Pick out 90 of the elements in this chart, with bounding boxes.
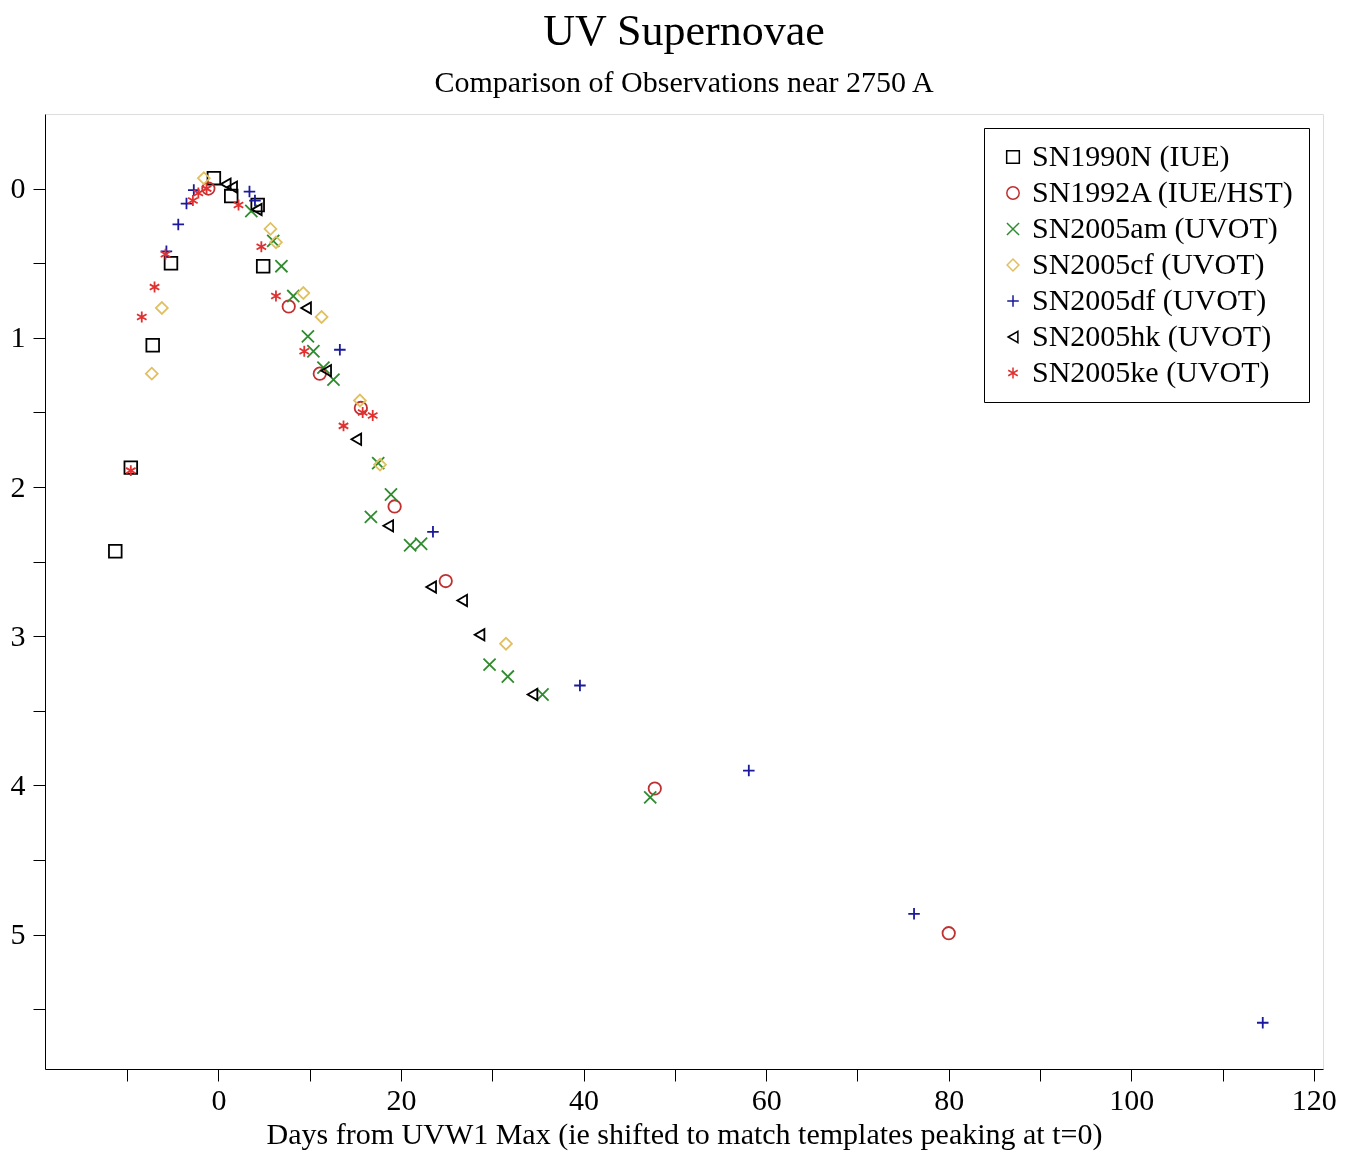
- point: [286, 289, 301, 303]
- point: [274, 259, 289, 274]
- legend-label: SN2005hk (UVOT): [1032, 319, 1272, 353]
- point: [384, 487, 398, 502]
- point: [263, 222, 278, 236]
- x-tick-label: 40: [569, 1082, 600, 1116]
- legend-label: SN2005df (UVOT): [1032, 283, 1267, 317]
- y-tick-label: 4: [10, 767, 26, 801]
- point: [499, 636, 513, 651]
- point: [250, 197, 265, 213]
- x-tick-label: 80: [934, 1082, 965, 1116]
- chart-subtitle: Comparison of Observations near 2750 A: [434, 65, 934, 98]
- point: [500, 669, 515, 684]
- point: [197, 171, 211, 185]
- point: [255, 240, 268, 254]
- point: [232, 198, 245, 212]
- point: [148, 280, 161, 294]
- y-tick-label: 5: [10, 917, 26, 951]
- point: [144, 366, 159, 381]
- point: [136, 310, 148, 324]
- point: [244, 204, 259, 218]
- x-tick-label: 100: [1109, 1082, 1155, 1116]
- point: [123, 460, 139, 475]
- point: [647, 781, 662, 796]
- y-tick-label: 2: [10, 469, 26, 503]
- point: [320, 364, 332, 378]
- chart-title: UV Supernovae: [543, 6, 825, 55]
- point: [357, 406, 369, 419]
- point: [643, 790, 658, 805]
- point: [296, 286, 311, 300]
- y-tick-label: 0: [10, 171, 26, 205]
- point: [226, 180, 238, 194]
- point: [306, 344, 321, 359]
- point: [425, 580, 437, 594]
- point: [482, 657, 497, 672]
- legend-label: SN1992A (IUE/HST): [1032, 175, 1293, 209]
- point: [312, 366, 327, 381]
- legend-label: SN2005cf (UVOT): [1032, 247, 1265, 281]
- point: [298, 344, 310, 358]
- legend-label: SN2005ke (UVOT): [1032, 355, 1270, 389]
- point: [456, 593, 468, 607]
- point: [353, 393, 367, 408]
- point: [1256, 1016, 1270, 1030]
- point: [171, 217, 185, 232]
- point: [255, 258, 271, 274]
- point: [326, 372, 341, 387]
- x-tick-label: 0: [211, 1082, 227, 1116]
- point: [206, 170, 222, 186]
- point: [535, 687, 550, 702]
- point: [367, 409, 379, 422]
- point: [941, 926, 956, 941]
- point: [192, 186, 205, 200]
- x-axis-title: Days from UVW1 Max (ie shifted to match templates peaking at t=0): [266, 1116, 1103, 1151]
- point: [426, 525, 440, 539]
- y-tick-label: 3: [10, 618, 26, 652]
- point: [907, 907, 921, 921]
- point: [224, 188, 239, 204]
- x-tick-label: 60: [751, 1082, 782, 1116]
- point: [350, 432, 363, 446]
- point: [270, 289, 282, 303]
- point: [187, 194, 199, 207]
- point: [251, 202, 263, 217]
- point: [187, 183, 201, 197]
- point: [573, 678, 587, 693]
- point: [300, 329, 315, 344]
- point: [382, 519, 395, 533]
- point: [314, 310, 329, 324]
- point: [179, 196, 194, 211]
- point: [108, 543, 123, 559]
- point: [155, 301, 169, 315]
- point: [337, 419, 350, 433]
- y-tick-label: 1: [10, 320, 26, 354]
- point: [742, 763, 756, 778]
- point: [387, 499, 402, 514]
- point: [145, 338, 160, 353]
- point: [363, 509, 378, 524]
- point: [333, 343, 347, 357]
- legend-label: SN1990N (IUE): [1032, 139, 1230, 173]
- point: [526, 687, 539, 701]
- legend-label: SN2005am (UVOT): [1032, 211, 1278, 245]
- point: [300, 301, 312, 315]
- point: [125, 464, 137, 478]
- x-tick-label: 20: [386, 1082, 417, 1116]
- point: [353, 400, 368, 416]
- x-tick-label: 120: [1291, 1082, 1337, 1116]
- point: [473, 628, 486, 642]
- point: [281, 299, 296, 314]
- point: [438, 573, 453, 589]
- point: [219, 177, 232, 191]
- point: [163, 255, 179, 271]
